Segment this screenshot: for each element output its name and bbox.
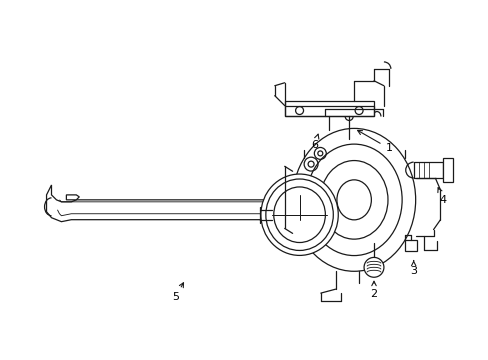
Polygon shape — [66, 195, 79, 200]
Text: 5: 5 — [172, 283, 183, 302]
Text: 2: 2 — [370, 281, 377, 299]
Polygon shape — [443, 158, 452, 182]
Text: 3: 3 — [409, 261, 416, 276]
Text: 6: 6 — [310, 134, 318, 150]
Polygon shape — [404, 239, 416, 251]
Ellipse shape — [260, 174, 338, 255]
Text: 4: 4 — [437, 188, 446, 205]
Polygon shape — [413, 162, 443, 178]
Polygon shape — [46, 185, 294, 228]
Polygon shape — [284, 105, 373, 116]
Circle shape — [364, 257, 383, 277]
Text: 1: 1 — [357, 130, 391, 153]
